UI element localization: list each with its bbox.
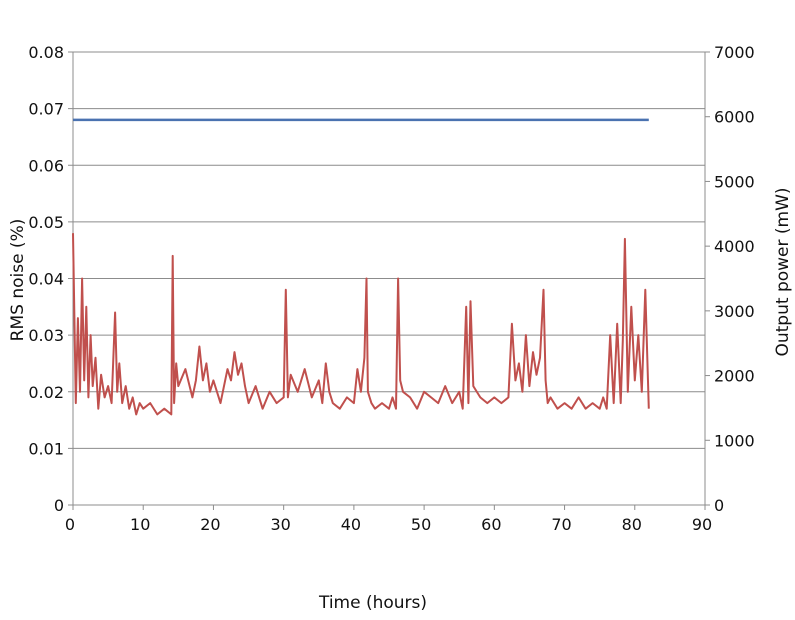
x-tick-label-6: 60 — [481, 515, 501, 534]
y-left-tick-label-3: 0.03 — [28, 326, 64, 345]
series — [73, 120, 649, 415]
rms-noise-line — [73, 233, 649, 414]
tick-labels: 0 0.01 0.02 0.03 0.04 0.05 0.06 0.07 0.08 0 1000 20… — [28, 43, 754, 534]
x-tick-label-7: 70 — [551, 515, 571, 534]
x-tick-label-0: 0 — [65, 515, 75, 534]
y-left-tick-label-6: 0.06 — [28, 156, 64, 175]
x-tick-label-8: 80 — [622, 515, 642, 534]
y-left-tick-label-0: 0 — [54, 496, 64, 515]
y-left-axis-title: RMS noise (%) — [8, 219, 28, 342]
y-right-tick-label-1: 1000 — [714, 431, 755, 450]
x-tick-label-1: 10 — [130, 515, 150, 534]
x-tick-label-9: 90 — [692, 515, 712, 534]
x-tick-label-4: 40 — [341, 515, 361, 534]
y-right-tick-label-5: 5000 — [714, 172, 755, 191]
y-right-tick-label-0: 0 — [714, 496, 724, 515]
y-right-tick-label-4: 4000 — [714, 237, 755, 256]
y-right-tick-label-2: 2000 — [714, 367, 755, 386]
x-axis-title: Time (hours) — [318, 593, 427, 613]
y-right-axis-title: Output power (mW) — [773, 187, 793, 356]
y-left-tick-label-5: 0.05 — [28, 213, 64, 232]
y-left-tick-label-1: 0.01 — [28, 439, 64, 458]
y-right-tick-label-3: 3000 — [714, 302, 755, 321]
y-left-tick-label-7: 0.07 — [28, 100, 64, 119]
y-left-tick-label-8: 0.08 — [28, 43, 64, 62]
x-tick-label-2: 20 — [200, 515, 220, 534]
x-tick-label-5: 50 — [411, 515, 431, 534]
y-left-tick-label-2: 0.02 — [28, 383, 64, 402]
y-left-tick-label-4: 0.04 — [28, 270, 64, 289]
x-tick-label-3: 30 — [270, 515, 290, 534]
y-right-tick-label-7: 7000 — [714, 43, 755, 62]
y-right-tick-label-6: 6000 — [714, 108, 755, 127]
